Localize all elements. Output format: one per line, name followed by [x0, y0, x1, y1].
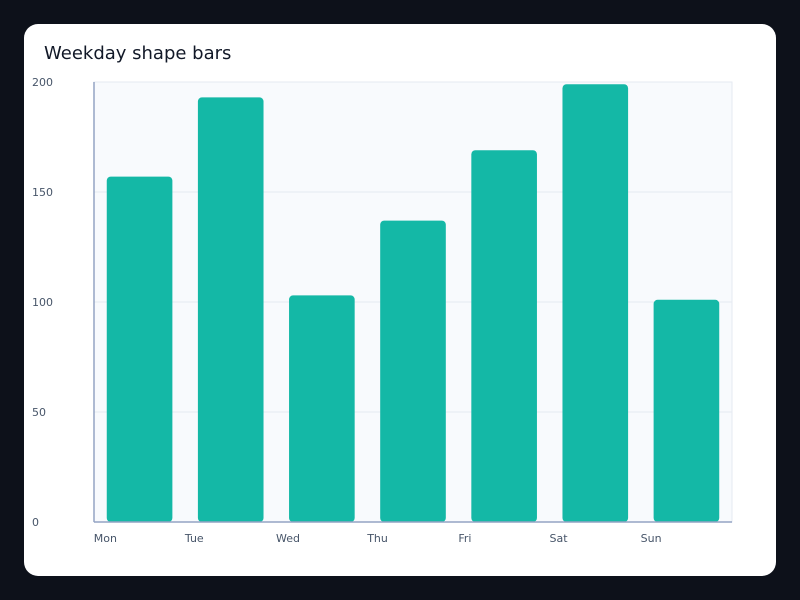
bar-thu	[380, 220, 446, 522]
bars	[106, 84, 720, 523]
chart-title: Weekday shape bars	[44, 43, 232, 64]
bar-chart: 0 50 100 150 200 Mon Tue Wed Thu Fri Sat Sun	[32, 76, 733, 545]
x-tick-label: Mon	[94, 532, 117, 545]
y-tick-label: 150	[32, 186, 53, 199]
y-tick-label: 200	[32, 76, 53, 89]
y-tick-label: 0	[32, 516, 39, 529]
bar-fri	[471, 150, 537, 522]
x-tick-label: Tue	[184, 532, 204, 545]
y-tick-labels: 0 50 100 150 200	[32, 76, 53, 529]
axes	[93, 82, 732, 523]
x-tick-label: Wed	[276, 532, 300, 545]
chart-card: Weekday shape bars 0 50 100 150 200 Mon Tue We…	[24, 24, 776, 576]
bar-tue	[197, 97, 264, 523]
y-tick-label: 100	[32, 296, 53, 309]
x-tick-label: Fri	[458, 532, 471, 545]
x-tick-label: Sun	[641, 532, 662, 545]
x-tick-labels: Mon Tue Wed Thu Fri Sat Sun	[94, 532, 662, 545]
x-tick-label: Thu	[366, 532, 388, 545]
bar-sat	[562, 84, 629, 522]
y-tick-label: 50	[32, 406, 46, 419]
bar-sun	[653, 299, 720, 522]
x-tick-label: Sat	[549, 532, 568, 545]
bar-mon	[106, 176, 173, 522]
bar-wed	[289, 295, 355, 522]
